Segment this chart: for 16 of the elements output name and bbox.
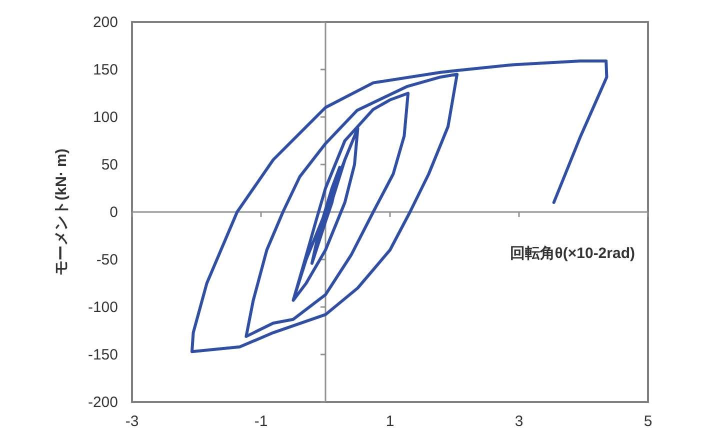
y-tick-label: 150 xyxy=(92,62,118,78)
y-tick-label: 0 xyxy=(110,204,118,221)
x-tick-label: 5 xyxy=(644,413,652,430)
x-tick-label: 1 xyxy=(386,413,394,430)
y-tick-label: -50 xyxy=(96,252,118,268)
y-tick-label: -200 xyxy=(88,394,118,411)
y-tick-label: 100 xyxy=(92,109,118,126)
x-tick-label: -1 xyxy=(254,413,268,430)
x-axis-title: 回転角θ(×10-2rad) xyxy=(510,245,635,262)
y-tick-label: 200 xyxy=(92,14,118,31)
x-tick-label: -3 xyxy=(125,413,139,430)
y-tick-label: -100 xyxy=(88,299,118,316)
y-tick-label: 50 xyxy=(101,156,118,174)
y-axis-title: モーメント(kN· m) xyxy=(53,148,70,276)
x-tick-label: 3 xyxy=(514,413,524,430)
y-tick-label: -150 xyxy=(88,346,118,364)
